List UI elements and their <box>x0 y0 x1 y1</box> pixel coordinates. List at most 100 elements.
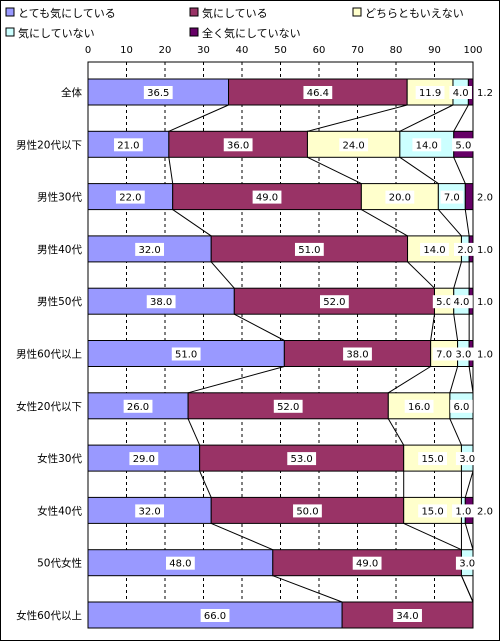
data-label: 36.0 <box>227 140 249 151</box>
x-tick-label: 70 <box>351 45 364 56</box>
data-label: 14.0 <box>416 140 438 151</box>
data-label-bg <box>452 347 475 361</box>
data-label-bg <box>143 86 173 99</box>
data-label-bg <box>420 242 449 256</box>
category-label: 男性30代 <box>37 191 82 204</box>
x-tick-label: 50 <box>274 45 287 56</box>
data-label-bg <box>473 295 497 309</box>
series-connector <box>172 209 212 237</box>
data-label-bg <box>352 556 382 570</box>
legend-label: とても気にしている <box>18 6 116 20</box>
series-connector <box>387 418 405 446</box>
x-tick-label: 20 <box>159 45 172 56</box>
bar-segment <box>464 183 474 211</box>
data-label-bg <box>412 138 442 152</box>
category-label: 女性40代 <box>37 504 82 517</box>
data-label-bg <box>166 556 195 570</box>
series-connector <box>449 366 459 393</box>
data-label-bg <box>123 399 153 413</box>
data-label: 1.0 <box>477 297 493 308</box>
category-label: 全体 <box>61 86 82 99</box>
data-label: 15.0 <box>421 506 443 517</box>
data-label: 26.0 <box>127 402 149 413</box>
series-connector <box>211 522 273 551</box>
x-tick-label: 10 <box>120 45 133 56</box>
data-label: 66.0 <box>204 611 226 622</box>
data-label: 1.0 <box>477 350 493 361</box>
data-label-bg <box>452 138 475 152</box>
series-connector <box>407 261 435 289</box>
category-label: 50代女性 <box>37 557 82 570</box>
category-label: 男性20代以下 <box>16 138 82 151</box>
series-connector <box>464 470 474 498</box>
legend-label: どちらともいえない <box>365 7 464 20</box>
series-connector <box>168 157 174 184</box>
data-label-bg <box>455 556 479 570</box>
data-label: 3.0 <box>459 454 475 465</box>
data-label: 46.4 <box>307 88 329 99</box>
data-label: 2.0 <box>457 245 473 256</box>
data-label: 5.0 <box>455 140 471 151</box>
data-label-bg <box>114 138 143 152</box>
series-connector <box>361 209 408 237</box>
data-label-bg <box>473 190 497 204</box>
data-label: 3.0 <box>459 559 475 570</box>
data-label: 36.5 <box>147 88 169 99</box>
category-label: 女性20代以下 <box>16 400 82 413</box>
data-label: 14.0 <box>423 245 445 256</box>
data-label-bg <box>146 295 176 309</box>
series-connector <box>403 522 462 551</box>
data-label-bg <box>200 609 230 622</box>
data-label: 4.0 <box>453 297 469 308</box>
data-label-bg <box>339 138 369 152</box>
data-label-bg <box>449 86 472 99</box>
data-label: 1.2 <box>477 88 493 99</box>
series-connector <box>464 523 474 550</box>
data-label: 34.0 <box>396 611 418 622</box>
data-label: 53.0 <box>291 454 313 465</box>
category-label: 男性40代 <box>37 243 82 256</box>
series-connector <box>187 418 201 446</box>
series-connector <box>388 366 431 394</box>
series-connector <box>449 418 462 446</box>
series-connector <box>399 104 454 132</box>
category-label: 男性50代 <box>37 295 82 308</box>
legend-label: 全く気にしていない <box>202 26 301 40</box>
data-label-bg <box>115 190 145 204</box>
data-label-bg <box>303 86 333 99</box>
data-label-bg <box>450 295 473 309</box>
legend-swatch <box>189 27 199 37</box>
bar-segment <box>283 340 432 367</box>
series-connector <box>234 313 285 341</box>
data-label: 51.0 <box>298 245 320 256</box>
data-label-bg <box>293 504 322 518</box>
x-tick-label: 40 <box>236 45 249 56</box>
series-connector <box>307 156 362 185</box>
data-label: 20.0 <box>389 193 411 204</box>
data-label-bg <box>415 86 445 99</box>
series-connector <box>453 261 462 289</box>
series-connector <box>307 104 408 132</box>
series-connector <box>453 157 466 184</box>
data-label-bg <box>343 347 372 361</box>
series-connector <box>430 314 435 341</box>
x-tick-label: 60 <box>313 45 326 56</box>
data-label-bg <box>432 347 456 361</box>
data-label: 38.0 <box>150 297 172 308</box>
data-label: 11.9 <box>419 88 441 99</box>
data-label-bg <box>473 86 497 99</box>
data-label-bg <box>455 452 479 466</box>
data-label: 38.0 <box>346 350 368 361</box>
data-label: 1.0 <box>455 506 471 517</box>
x-tick-label: 0 <box>85 45 91 56</box>
legend-swatch <box>5 27 15 37</box>
data-label: 5.0 <box>436 297 452 308</box>
data-label-bg <box>135 504 164 518</box>
data-label-bg <box>452 504 475 518</box>
data-label: 51.0 <box>175 350 197 361</box>
data-label: 6.0 <box>453 402 469 413</box>
data-label-bg <box>418 452 447 466</box>
series-connector <box>199 470 212 498</box>
x-tick-label: 80 <box>390 45 403 56</box>
